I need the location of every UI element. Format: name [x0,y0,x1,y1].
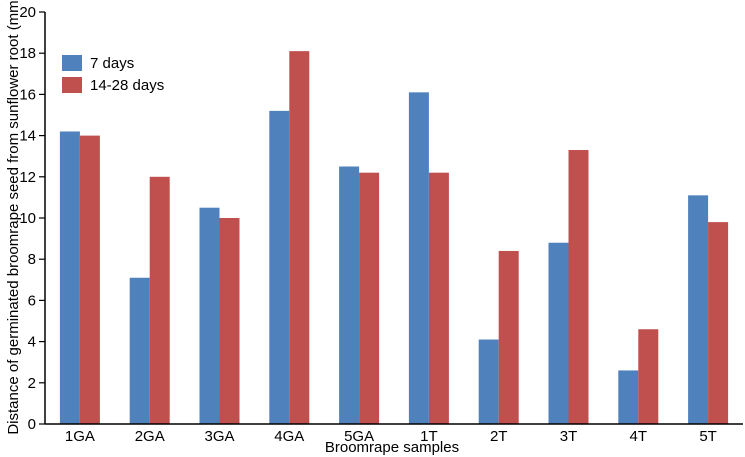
bar-7-days-3t [548,242,569,424]
bar-14-28-days-5ga [359,172,380,424]
y-tick-label: 6 [28,292,36,309]
legend-label: 7 days [90,55,134,72]
y-tick-label: 0 [28,416,36,433]
bar-7-days-2ga [129,277,150,424]
bar-14-28-days-3ga [219,218,240,424]
bar-14-28-days-2t [498,250,519,424]
bar-14-28-days-4t [638,329,659,424]
bar-7-days-4ga [269,110,290,424]
y-tick-label: 12 [19,169,36,186]
y-axis: 0 2 4 6 8 10 12 14 16 18 20 [19,4,46,433]
bar-7-days-3ga [199,207,220,424]
y-tick-label: 10 [19,210,36,227]
legend: 7 days 14-28 days [62,55,164,94]
x-tick-label: 3T [560,428,578,445]
y-tick-label: 20 [19,4,36,21]
x-tick-label: 1T [420,428,438,445]
bar-14-28-days-5t [708,222,729,424]
y-tick-label: 4 [28,334,36,351]
bar-14-28-days-3t [568,150,589,424]
y-tick-label: 14 [19,128,36,145]
x-tick-label: 5T [699,428,717,445]
legend-label: 14-28 days [90,77,164,94]
x-tick-label: 4T [630,428,648,445]
legend-swatch [62,77,82,93]
y-tick-label: 2 [28,375,36,392]
bar-7-days-4t [618,370,639,424]
legend-swatch [62,55,82,71]
x-axis-title: Broomrape samples [325,439,459,456]
x-axis: 1GA 2GA 3GA 4GA 5GA 1T 2T 3T 4T 5T [45,423,743,445]
x-tick-label: 2T [490,428,508,445]
bar-14-28-days-1t [428,172,449,424]
bar-7-days-5t [688,195,709,424]
x-tick-label: 4GA [274,428,304,445]
bar-14-28-days-4ga [289,51,310,424]
y-tick-label: 8 [28,251,36,268]
y-axis-title: Distance of germinated broomrape seed fr… [5,0,22,435]
bar-7-days-1ga [59,131,80,425]
bar-14-28-days-2ga [149,176,170,424]
x-tick-label: 1GA [65,428,95,445]
bar-7-days-5ga [339,166,360,424]
x-tick-label: 3GA [204,428,234,445]
bar-7-days-1t [408,92,429,424]
bar-7-days-2t [478,339,499,424]
bars-group [59,51,729,425]
bar-14-28-days-1ga [79,135,100,424]
x-tick-label: 5GA [344,428,374,445]
y-tick-label: 18 [19,45,36,62]
x-tick-label: 2GA [135,428,165,445]
y-tick-label: 16 [19,86,36,103]
